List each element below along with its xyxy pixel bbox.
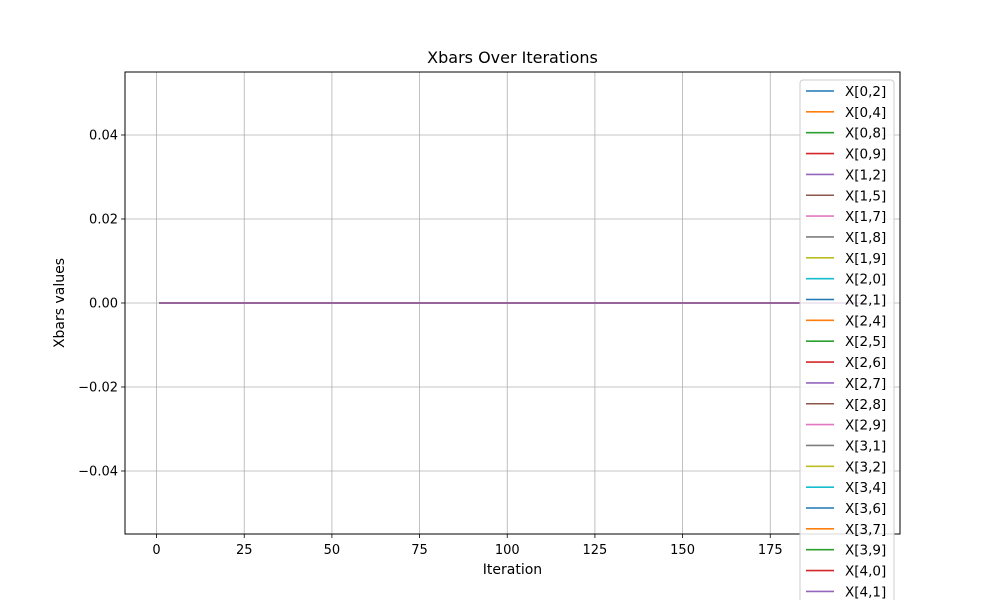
y-axis-label: Xbars values: [52, 258, 68, 348]
legend-label: X[4,0]: [845, 564, 886, 580]
legend-label: X[1,8]: [845, 230, 886, 246]
legend-label: X[1,9]: [845, 251, 886, 267]
y-tick-label: 0.04: [89, 129, 118, 144]
legend: X[0,2] X[0,4] X[0,8] X[0,9] X[1,2] X[1,5] X[1,…: [799, 79, 895, 600]
chart-title: Xbars Over Iterations: [427, 48, 598, 67]
x-tick-label: 75: [411, 543, 428, 558]
legend-label: X[3,7]: [845, 522, 886, 538]
y-tick-label: 0.02: [89, 213, 118, 228]
x-tick-label: 0: [152, 543, 160, 558]
x-axis-label: Iteration: [483, 562, 542, 578]
legend-label: X[2,4]: [845, 313, 886, 329]
legend-label: X[1,2]: [845, 167, 886, 183]
legend-label: X[2,7]: [845, 376, 886, 392]
legend-label: X[3,1]: [845, 438, 886, 454]
legend-label: X[0,9]: [845, 147, 886, 163]
x-tick-label: 175: [758, 543, 783, 558]
legend-label: X[0,8]: [845, 126, 886, 142]
x-tick-label: 50: [324, 543, 341, 558]
legend-label: X[2,8]: [845, 397, 886, 413]
legend-label: X[4,1]: [845, 584, 886, 600]
legend-label: X[2,9]: [845, 418, 886, 434]
legend-label: X[0,4]: [845, 105, 886, 121]
legend-frame: [799, 79, 895, 600]
axis-ticks: 0 25 50 75 100 125 150 175 −0.04 −0.02 0.00 0.02 0.0…: [78, 129, 783, 559]
legend-label: X[1,7]: [845, 209, 886, 225]
legend-label: X[2,0]: [845, 272, 886, 288]
legend-label: X[3,4]: [845, 480, 886, 496]
x-tick-label: 100: [495, 543, 520, 558]
y-tick-label: −0.04: [78, 465, 118, 480]
legend-label: X[1,5]: [845, 188, 886, 204]
legend-label: X[2,5]: [845, 334, 886, 350]
x-tick-label: 25: [236, 543, 253, 558]
legend-label: X[3,6]: [845, 501, 886, 517]
legend-label: X[3,9]: [845, 543, 886, 559]
y-tick-label: 0.00: [89, 297, 118, 312]
y-tick-label: −0.02: [78, 381, 118, 396]
x-tick-label: 125: [582, 543, 607, 558]
legend-label: X[2,1]: [845, 293, 886, 309]
x-tick-label: 150: [670, 543, 695, 558]
legend-label: X[2,6]: [845, 355, 886, 371]
legend-label: X[0,2]: [845, 84, 886, 100]
legend-label: X[3,2]: [845, 459, 886, 475]
